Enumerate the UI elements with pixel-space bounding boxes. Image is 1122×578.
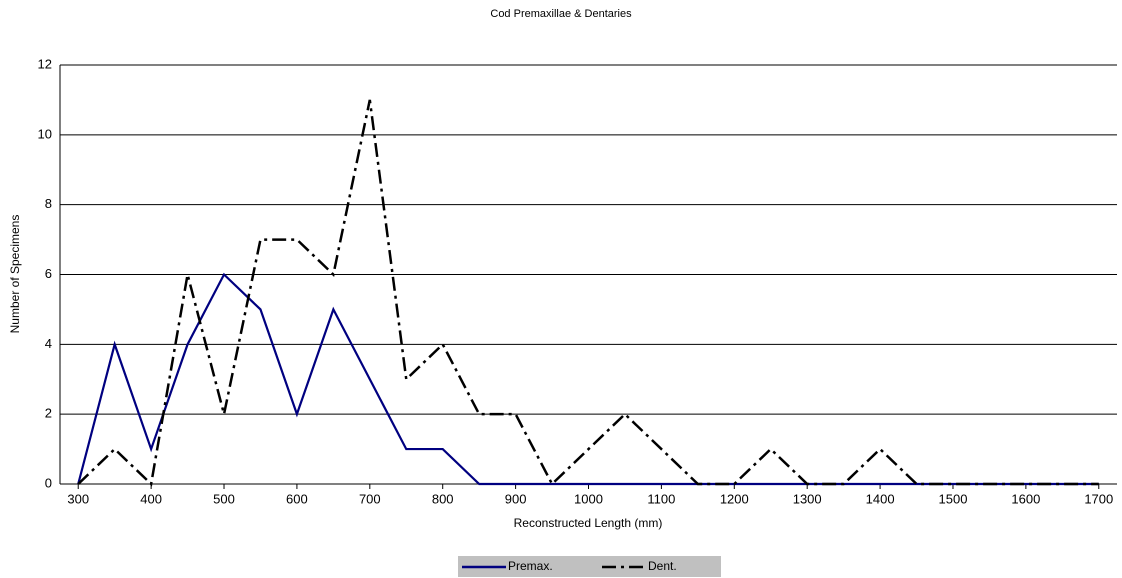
x-tick-label: 700 <box>359 491 381 506</box>
x-tick-label: 600 <box>286 491 308 506</box>
chart-title: Cod Premaxillae & Dentaries <box>490 8 632 20</box>
x-tick-label: 1200 <box>720 491 749 506</box>
x-tick-label: 800 <box>432 491 454 506</box>
y-tick-label: 4 <box>45 336 52 351</box>
y-tick-label: 0 <box>45 475 52 490</box>
x-tick-label: 1000 <box>574 491 603 506</box>
x-tick-label: 1400 <box>866 491 895 506</box>
x-tick-label: 900 <box>505 491 527 506</box>
x-tick-label: 1500 <box>939 491 968 506</box>
x-tick-label: 300 <box>67 491 89 506</box>
y-tick-label: 12 <box>38 56 52 71</box>
x-tick-label: 400 <box>140 491 162 506</box>
legend-label: Premax. <box>508 559 553 573</box>
x-tick-label: 1700 <box>1084 491 1113 506</box>
legend-box <box>458 556 721 577</box>
y-axis-label: Number of Specimens <box>8 215 22 334</box>
x-tick-label: 500 <box>213 491 235 506</box>
y-tick-label: 2 <box>45 406 52 421</box>
y-tick-label: 10 <box>38 126 52 141</box>
series-line <box>77 99 1099 487</box>
y-tick-label: 8 <box>45 196 52 211</box>
x-tick-label: 1300 <box>793 491 822 506</box>
y-tick-label: 6 <box>45 266 52 281</box>
x-tick-label: 1600 <box>1011 491 1040 506</box>
legend-label: Dent. <box>648 559 677 573</box>
x-tick-label: 1100 <box>647 491 675 506</box>
x-axis-label: Reconstructed Length (mm) <box>514 516 663 530</box>
